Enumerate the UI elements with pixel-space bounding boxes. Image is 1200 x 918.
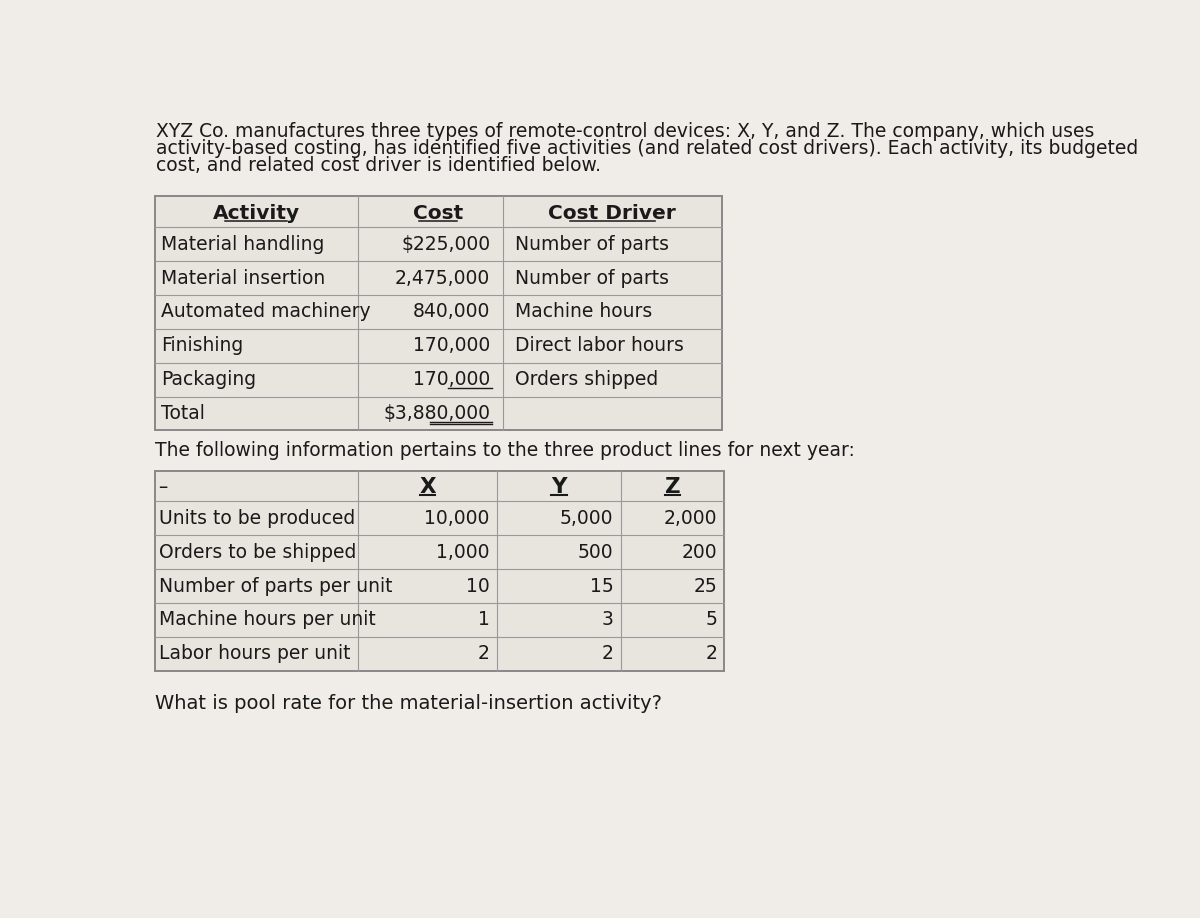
Text: 10,000: 10,000 bbox=[424, 509, 490, 528]
Text: Units to be produced: Units to be produced bbox=[160, 509, 355, 528]
Text: What is pool rate for the material-insertion activity?: What is pool rate for the material-inser… bbox=[155, 694, 661, 712]
Text: Material insertion: Material insertion bbox=[161, 269, 325, 287]
Text: Number of parts: Number of parts bbox=[515, 235, 670, 253]
Text: Number of parts per unit: Number of parts per unit bbox=[160, 577, 392, 596]
Text: 170,000: 170,000 bbox=[413, 336, 491, 355]
Text: Automated machinery: Automated machinery bbox=[161, 302, 371, 321]
Text: The following information pertains to the three product lines for next year:: The following information pertains to th… bbox=[155, 442, 854, 460]
Text: 10: 10 bbox=[466, 577, 490, 596]
Text: Z: Z bbox=[665, 477, 680, 498]
Text: 5: 5 bbox=[706, 610, 718, 630]
Text: Material handling: Material handling bbox=[161, 235, 324, 253]
Text: 1,000: 1,000 bbox=[436, 543, 490, 562]
Text: 25: 25 bbox=[694, 577, 718, 596]
Text: Activity: Activity bbox=[212, 204, 300, 223]
Bar bbox=[155, 196, 722, 431]
Text: 15: 15 bbox=[589, 577, 613, 596]
Text: Number of parts: Number of parts bbox=[515, 269, 670, 287]
Text: Total: Total bbox=[161, 404, 205, 423]
Text: X: X bbox=[419, 477, 436, 498]
Text: 2: 2 bbox=[478, 644, 490, 664]
Text: Labor hours per unit: Labor hours per unit bbox=[160, 644, 350, 664]
Text: 5,000: 5,000 bbox=[560, 509, 613, 528]
Text: XYZ Co. manufactures three types of remote-control devices: X, Y, and Z. The com: XYZ Co. manufactures three types of remo… bbox=[156, 122, 1094, 140]
Text: activity-based costing, has identified five activities (and related cost drivers: activity-based costing, has identified f… bbox=[156, 139, 1139, 158]
Text: Orders to be shipped: Orders to be shipped bbox=[160, 543, 356, 562]
Bar bbox=[155, 471, 724, 671]
Text: 200: 200 bbox=[682, 543, 718, 562]
Text: Machine hours per unit: Machine hours per unit bbox=[160, 610, 376, 630]
Text: 2: 2 bbox=[706, 644, 718, 664]
Text: 3: 3 bbox=[601, 610, 613, 630]
Text: Packaging: Packaging bbox=[161, 370, 256, 389]
Text: –: – bbox=[157, 478, 167, 497]
Text: Machine hours: Machine hours bbox=[515, 302, 653, 321]
Text: Finishing: Finishing bbox=[161, 336, 244, 355]
Text: Cost Driver: Cost Driver bbox=[548, 204, 676, 223]
Text: 2: 2 bbox=[601, 644, 613, 664]
Text: cost, and related cost driver is identified below.: cost, and related cost driver is identif… bbox=[156, 155, 601, 174]
Text: Y: Y bbox=[552, 477, 566, 498]
Text: 840,000: 840,000 bbox=[413, 302, 491, 321]
Text: 170,000: 170,000 bbox=[413, 370, 491, 389]
Text: $225,000: $225,000 bbox=[401, 235, 491, 253]
Text: 2,000: 2,000 bbox=[664, 509, 718, 528]
Text: Cost: Cost bbox=[413, 204, 463, 223]
Text: 2,475,000: 2,475,000 bbox=[395, 269, 491, 287]
Text: $3,880,000: $3,880,000 bbox=[383, 404, 491, 423]
Text: 500: 500 bbox=[578, 543, 613, 562]
Text: 1: 1 bbox=[478, 610, 490, 630]
Text: Orders shipped: Orders shipped bbox=[515, 370, 659, 389]
Text: Direct labor hours: Direct labor hours bbox=[515, 336, 684, 355]
